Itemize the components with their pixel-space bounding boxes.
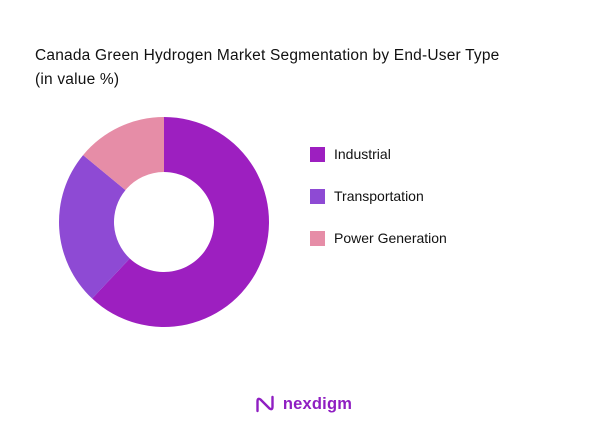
donut-segment-industrial bbox=[92, 117, 269, 327]
nexdigm-logo-icon bbox=[256, 395, 274, 413]
brand-name: nexdigm bbox=[282, 394, 353, 413]
legend-swatch-power-generation bbox=[310, 230, 325, 246]
donut-segment-power-generation bbox=[83, 117, 164, 191]
chart-subtitle: (in value %) bbox=[35, 71, 120, 88]
legend-label-transportation: Transportation bbox=[334, 188, 424, 204]
legend-item-industrial: Industrial bbox=[310, 146, 447, 162]
legend-item-power-generation: Power Generation bbox=[310, 230, 447, 246]
legend-item-transportation: Transportation bbox=[310, 188, 447, 204]
legend-swatch-industrial bbox=[310, 146, 325, 162]
brand-footer: nexdigm bbox=[0, 392, 605, 416]
chart-title: Canada Green Hydrogen Market Segmentatio… bbox=[35, 47, 500, 64]
legend: Industrial Transportation Power Generati… bbox=[310, 146, 447, 246]
chart-title-block: Canada Green Hydrogen Market Segmentatio… bbox=[35, 44, 585, 92]
donut-segment-transportation bbox=[59, 155, 130, 299]
legend-label-power-generation: Power Generation bbox=[334, 230, 447, 246]
donut-chart bbox=[59, 117, 269, 327]
legend-label-industrial: Industrial bbox=[334, 146, 391, 162]
legend-swatch-transportation bbox=[310, 188, 325, 204]
